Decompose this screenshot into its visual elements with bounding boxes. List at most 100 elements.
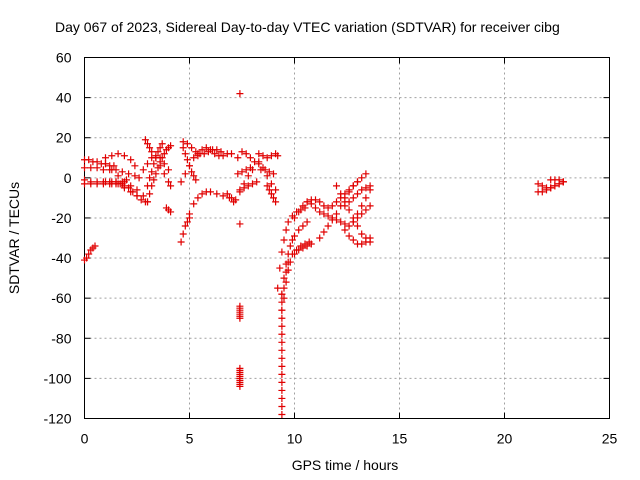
data-point [234,170,242,178]
y-tick-label: -100 [43,370,71,386]
data-point [354,178,361,186]
data-point [144,140,151,148]
data-point [333,182,340,190]
data-point [246,164,254,172]
data-point [263,182,271,190]
series-track-32 [236,364,244,390]
series-track-29 [236,90,244,98]
grid-lines [84,57,610,419]
series-track-20 [194,144,235,160]
data-point [183,218,191,226]
data-point [152,170,160,178]
data-point [278,248,286,256]
data-point [246,154,254,162]
data-point [345,232,353,240]
data-point [120,152,128,160]
data-point [181,170,189,178]
data-point [232,196,240,204]
data-point [278,298,286,306]
data-point [127,156,135,164]
data-point [85,250,93,258]
data-point [345,222,353,230]
data-point [87,164,95,172]
data-point [179,138,187,146]
data-point [236,90,244,98]
data-point [133,186,141,194]
y-tick-label: 40 [56,90,72,106]
data-point [337,218,345,226]
data-point [108,152,116,160]
data-point [263,172,271,180]
data-point [152,154,160,162]
data-point [555,176,563,184]
data-point [244,182,252,190]
data-point [333,210,340,218]
data-point [328,202,336,210]
series-track-27 [257,166,277,178]
data-point [192,176,200,184]
data-point [223,190,231,198]
data-point [547,184,555,192]
data-point [144,160,151,168]
data-point [179,144,187,152]
data-point [261,166,269,174]
series-track-15 [177,214,193,246]
data-point [129,188,137,196]
data-point [362,170,370,178]
chart-title: Day 067 of 2023, Sidereal Day-to-day VTE… [55,19,560,35]
data-point [102,154,109,162]
data-point [358,202,366,210]
data-point [114,150,122,158]
data-point [358,240,366,248]
data-point [236,382,244,390]
data-point [91,242,99,250]
series-track-11 [141,136,175,190]
data-point [362,238,370,246]
data-point [362,184,370,192]
data-point [320,210,328,218]
series-track-42 [341,226,374,248]
data-point [114,172,122,180]
data-point [148,148,156,156]
series-track-1 [81,242,99,264]
data-point [167,208,175,216]
x-tick-label: 20 [497,431,513,447]
data-point [99,166,107,174]
data-point [278,330,286,338]
data-point [280,284,288,292]
data-point [263,154,271,162]
data-point [307,200,315,208]
data-point [93,164,101,172]
data-point [278,370,286,378]
data-point [135,174,143,182]
data-point [150,176,158,184]
data-point [274,284,282,292]
data-point [349,182,357,190]
data-point [270,194,277,202]
data-point [183,140,191,148]
data-point [280,274,288,282]
data-point [146,144,154,152]
data-point [362,206,370,214]
data-point [284,218,292,226]
data-point [286,258,294,266]
series-track-26 [255,158,280,194]
data-point [131,162,139,170]
series-track-24 [234,164,254,178]
data-point [259,152,267,160]
series-track-31 [236,302,244,322]
data-point [116,180,124,188]
data-point [358,230,366,238]
series-track-28 [263,182,280,206]
y-tick-label: 60 [56,50,72,66]
data-point [213,190,221,198]
data-point [148,168,156,176]
data-point [190,172,198,180]
data-point [278,410,286,418]
data-point [150,160,158,168]
data-point [538,188,546,196]
data-point [337,190,345,198]
axis-ticks: 0 5 10 15 20 25 -120 -100 -80 -60 -40 -20 0 20 40 60 [43,50,617,447]
data-point [324,204,332,212]
